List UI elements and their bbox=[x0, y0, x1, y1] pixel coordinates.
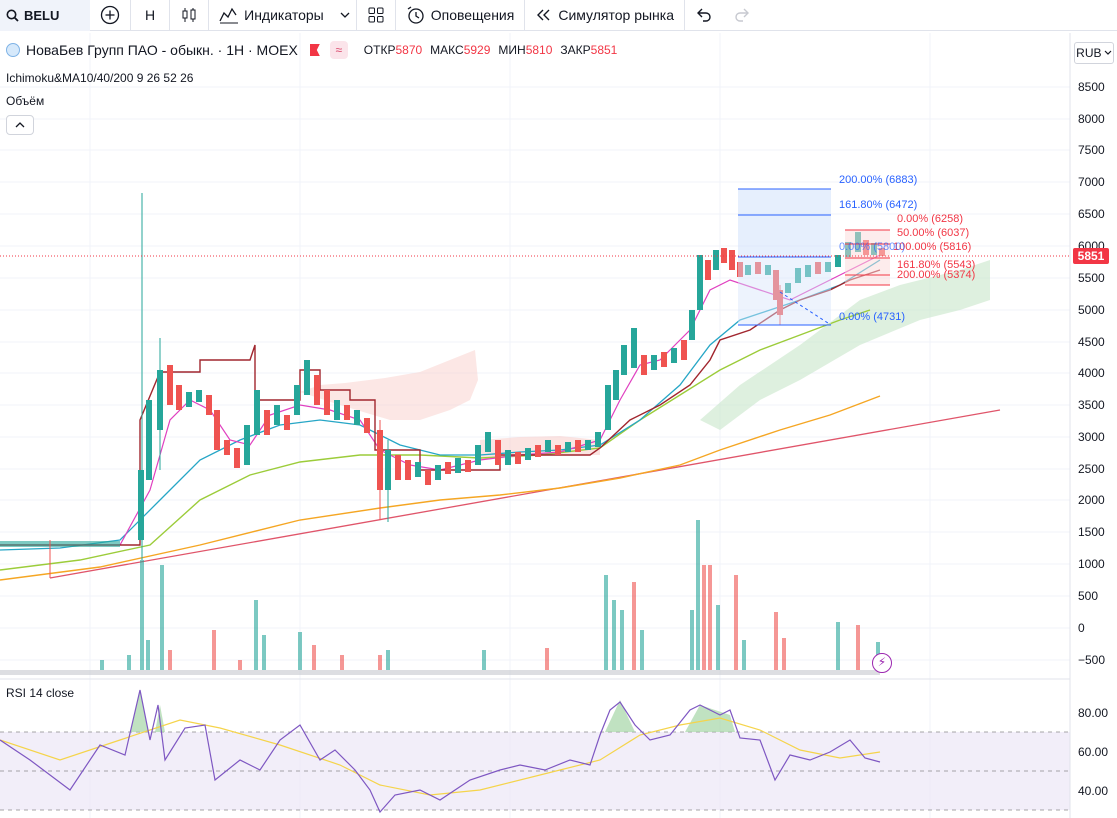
chart-legend: НоваБев Групп ПАО - обыкн. · 1Н · MOEX ≈… bbox=[6, 41, 617, 59]
price-axis-label: 7500 bbox=[1078, 143, 1105, 157]
fib-label: 200.00% (6883) bbox=[839, 174, 917, 186]
symbol-logo-icon bbox=[6, 43, 20, 57]
fib-label: 200.00% (5374) bbox=[897, 269, 975, 281]
volume-bars bbox=[0, 520, 880, 675]
ichimoku-cloud bbox=[300, 260, 990, 460]
price-axis-label: 8000 bbox=[1078, 112, 1105, 126]
search-icon bbox=[6, 9, 19, 22]
fib-labels: 200.00% (6883) 161.80% (6472) 0.00% (625… bbox=[839, 174, 975, 323]
high-value: 5929 bbox=[463, 43, 491, 57]
kijun-line bbox=[0, 269, 881, 546]
price-axis-label: 8500 bbox=[1078, 80, 1105, 94]
trend-line bbox=[49, 409, 1001, 579]
fib-label: 0.00% (4731) bbox=[839, 311, 905, 323]
currency-label: RUB bbox=[1076, 46, 1102, 60]
replay-label: Симулятор рынка bbox=[558, 7, 674, 23]
interval-label: H bbox=[145, 7, 156, 23]
alarm-clock-icon bbox=[407, 6, 424, 24]
price-axis-label: 4000 bbox=[1078, 366, 1105, 380]
indicators-label: Индикаторы bbox=[244, 7, 324, 23]
chevron-down-icon bbox=[1104, 50, 1112, 55]
price-axis-label: −500 bbox=[1078, 653, 1106, 667]
rsi-line bbox=[0, 689, 881, 814]
price-axis-label: 7000 bbox=[1078, 175, 1105, 189]
redo-button[interactable] bbox=[723, 0, 761, 31]
flag-icon[interactable] bbox=[309, 44, 320, 56]
low-value: 5810 bbox=[525, 43, 553, 57]
fib-label: 0.00% (5800) bbox=[839, 241, 905, 253]
fib-extension-drawing bbox=[738, 188, 890, 326]
rewind-icon bbox=[537, 9, 550, 21]
symbol-label: BELU bbox=[24, 7, 60, 23]
indicator-legend[interactable]: Ichimoku&MA10/40/200 9 26 52 26 bbox=[6, 71, 194, 85]
close-value: 5851 bbox=[590, 43, 618, 57]
price-axis-label: 4500 bbox=[1078, 335, 1105, 349]
compare-button[interactable] bbox=[90, 0, 131, 31]
indicators-dropdown[interactable] bbox=[334, 0, 357, 31]
last-price-tag: 5851 bbox=[1073, 248, 1109, 264]
low-label: МИН bbox=[498, 43, 526, 57]
price-candles bbox=[0, 193, 885, 578]
price-axis-label: 5500 bbox=[1078, 271, 1105, 285]
ma40-line bbox=[0, 309, 871, 571]
chart-title[interactable]: НоваБев Групп ПАО - обыкн. · 1Н · MOEX bbox=[26, 42, 298, 58]
layouts-button[interactable] bbox=[357, 0, 396, 31]
price-axis-label: 0 bbox=[1078, 621, 1085, 635]
plus-circle-icon bbox=[100, 5, 120, 25]
price-axis-label: 5000 bbox=[1078, 303, 1105, 317]
candles-icon bbox=[182, 8, 196, 22]
rsi-signal-line bbox=[0, 717, 881, 796]
open-label: ОТКР bbox=[363, 43, 396, 57]
alerts-label: Оповещения bbox=[430, 7, 515, 23]
replay-button[interactable]: Симулятор рынка bbox=[525, 0, 685, 31]
price-axis-label: 1500 bbox=[1078, 525, 1105, 539]
price-axis-label: 3500 bbox=[1078, 398, 1105, 412]
alerts-button[interactable]: Оповещения bbox=[396, 0, 526, 31]
rsi-pane bbox=[0, 678, 1070, 814]
chart-type-button[interactable] bbox=[170, 0, 210, 31]
indicators-button[interactable]: Индикаторы bbox=[209, 0, 334, 31]
close-label: ЗАКР bbox=[560, 43, 591, 57]
tradingview-logo-icon: ≈ bbox=[329, 41, 348, 59]
rsi-axis-label: 40.00 bbox=[1078, 784, 1109, 798]
rsi-legend[interactable]: RSI 14 close bbox=[6, 686, 75, 700]
high-label: МАКС bbox=[430, 43, 464, 57]
currency-selector[interactable]: RUB bbox=[1074, 42, 1114, 64]
price-axis-label: 1000 bbox=[1078, 557, 1105, 571]
redo-icon bbox=[735, 8, 749, 22]
price-axis-label: 6500 bbox=[1078, 207, 1105, 221]
price-axis-label: 3000 bbox=[1078, 430, 1105, 444]
ohlc-values: ОТКР5870 МАКС5929 МИН5810 ЗАКР5851 bbox=[364, 43, 618, 57]
chevron-down-icon bbox=[340, 12, 350, 18]
rsi-axis-label: 60.00 bbox=[1078, 745, 1109, 759]
symbol-search[interactable]: BELU bbox=[0, 0, 90, 31]
volume-legend[interactable]: Объём bbox=[6, 94, 45, 108]
undo-icon bbox=[697, 8, 711, 22]
grid-icon bbox=[368, 7, 384, 23]
collapse-legend-button[interactable] bbox=[6, 115, 34, 135]
ma200-line bbox=[0, 395, 881, 581]
rsi-axis-label: 80.00 bbox=[1078, 706, 1109, 720]
open-value: 5870 bbox=[395, 43, 423, 57]
price-axis-label: 500 bbox=[1078, 589, 1099, 603]
lightning-icon[interactable]: ⚡ bbox=[872, 653, 892, 673]
top-toolbar: BELU H Индикаторы Оповещения Симулятор р… bbox=[0, 0, 1117, 31]
price-grid bbox=[0, 33, 1070, 818]
fib-label: 50.00% (6037) bbox=[897, 227, 969, 239]
fib-label: 161.80% (5543) bbox=[897, 259, 975, 271]
fib-label: 0.00% (6258) bbox=[897, 213, 963, 225]
price-axis-label: 2000 bbox=[1078, 493, 1105, 507]
fib-label: 100.00% (5816) bbox=[893, 241, 971, 253]
undo-button[interactable] bbox=[685, 0, 723, 31]
fib-label: 161.80% (6472) bbox=[839, 199, 917, 211]
chevron-up-icon bbox=[15, 122, 25, 128]
interval-button[interactable]: H bbox=[131, 0, 171, 31]
indicators-icon bbox=[219, 7, 239, 24]
price-axis-label: 2500 bbox=[1078, 462, 1105, 476]
